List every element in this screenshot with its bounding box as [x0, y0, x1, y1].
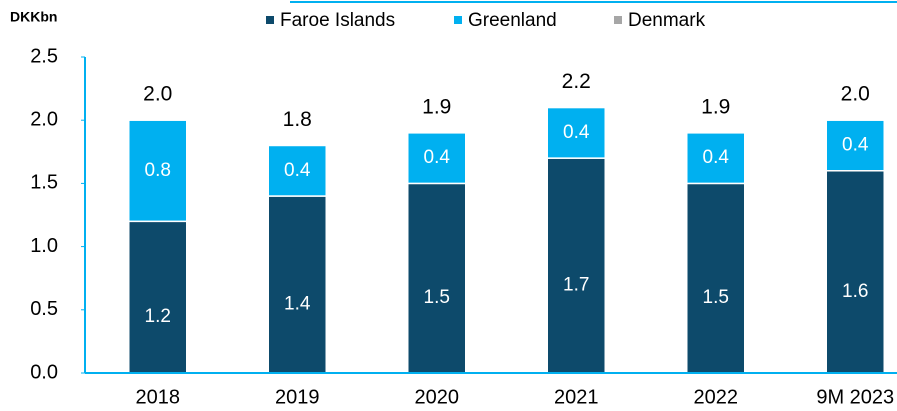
bar-segment — [407, 132, 467, 185]
total-label: 2.0 — [841, 83, 870, 106]
bar-segment — [128, 220, 188, 374]
bar-segment — [825, 119, 885, 172]
bar-segment — [686, 182, 746, 374]
y-tick-label: 0.5 — [30, 298, 58, 320]
y-tick-label: 2.5 — [30, 45, 58, 67]
bar-segment — [546, 106, 606, 159]
segment-label: 1.6 — [842, 281, 868, 302]
segment-label: 0.4 — [842, 134, 869, 155]
total-label: 2.0 — [143, 83, 172, 106]
segment-label: 1.5 — [703, 287, 729, 308]
legend-label: Faroe Islands — [280, 10, 395, 31]
y-tick-label: 0.0 — [30, 361, 58, 383]
segment-label: 1.4 — [284, 294, 311, 315]
segment-label: 0.4 — [703, 147, 730, 168]
legend-label: Greenland — [468, 10, 557, 31]
total-label: 2.2 — [562, 70, 591, 93]
x-tick-label: 2019 — [275, 386, 320, 408]
legend-swatch — [614, 16, 622, 24]
x-tick-label: 2020 — [415, 386, 460, 408]
bar-segment — [267, 195, 327, 374]
y-tick-label: 1.5 — [30, 172, 58, 194]
bar-segment — [128, 119, 188, 223]
x-tick-label: 2018 — [136, 386, 181, 408]
bar-segment — [267, 144, 327, 197]
bar-segment — [546, 157, 606, 374]
y-tick-label: 1.0 — [30, 235, 58, 257]
legend-swatch — [454, 16, 462, 24]
bar-segment — [407, 182, 467, 374]
segment-label: 0.8 — [145, 160, 171, 181]
segment-label: 0.4 — [563, 122, 590, 143]
x-tick-label: 2021 — [554, 386, 599, 408]
unit-label: DKKbn — [10, 9, 57, 25]
total-label: 1.9 — [422, 95, 451, 118]
x-tick-label: 2022 — [694, 386, 739, 408]
segment-label: 0.4 — [424, 147, 451, 168]
legend-swatch — [266, 16, 274, 24]
bar-segment — [825, 170, 885, 374]
bar-segment — [686, 132, 746, 185]
total-label: 1.8 — [283, 108, 312, 131]
segment-label: 1.2 — [145, 306, 171, 327]
segment-label: 0.4 — [284, 160, 311, 181]
y-tick-label: 2.0 — [30, 108, 58, 130]
total-label: 1.9 — [701, 95, 730, 118]
segment-label: 1.7 — [563, 275, 589, 296]
legend-label: Denmark — [628, 10, 706, 31]
x-tick-label: 9M 2023 — [816, 386, 894, 408]
segment-label: 1.5 — [424, 287, 450, 308]
